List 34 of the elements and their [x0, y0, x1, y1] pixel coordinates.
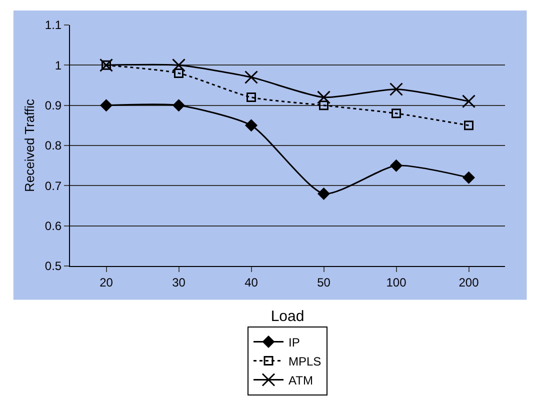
point	[100, 99, 112, 112]
x-tick-label: 40	[244, 275, 258, 290]
legend-label: MPLS	[288, 354, 322, 368]
y-axis-title: Received Traffic	[22, 98, 37, 192]
y-tick-label: 1	[54, 58, 62, 72]
x-axis-title: Load	[270, 308, 304, 325]
point	[244, 70, 258, 84]
point	[390, 82, 403, 96]
point	[172, 58, 186, 72]
point	[390, 160, 402, 172]
x-tick-label: 20	[100, 275, 114, 290]
point	[318, 188, 330, 200]
y-tick-label: 0.6	[44, 219, 62, 234]
point	[317, 90, 330, 104]
point	[462, 172, 475, 184]
x-tick-label: 100	[386, 275, 407, 290]
y-tick-label: 0.9	[44, 98, 62, 113]
point	[464, 120, 474, 130]
x-tick-label: 200	[458, 275, 480, 290]
point	[462, 94, 476, 108]
point	[245, 119, 258, 132]
y-tick-label: 0.5	[44, 259, 62, 274]
point	[246, 92, 256, 102]
y-tick-label: 0.8	[44, 138, 62, 153]
point	[172, 99, 185, 112]
legend-label: IP	[288, 335, 300, 350]
y-tick-label: 1.1	[44, 18, 62, 32]
y-tick-label: 0.7	[44, 178, 62, 193]
point	[319, 100, 328, 110]
x-tick-label: 30	[172, 275, 186, 290]
x-tick-label: 50	[317, 275, 331, 290]
point	[392, 108, 401, 118]
point	[174, 68, 184, 78]
legend-label: ATM	[288, 373, 313, 388]
